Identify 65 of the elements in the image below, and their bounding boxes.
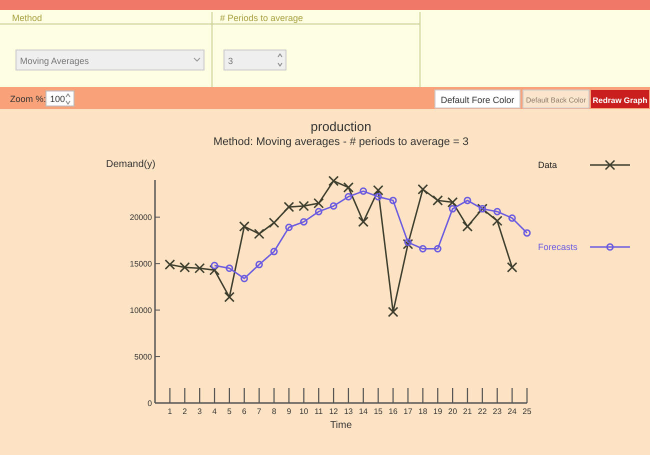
legend-label: Forecasts — [538, 242, 578, 252]
x-tick-label: 8 — [272, 407, 277, 416]
x-tick-label: 2 — [182, 407, 188, 416]
x-tick-label: 5 — [227, 407, 232, 416]
point — [255, 260, 263, 268]
text: Data — [538, 160, 558, 170]
x-tick-label: 21 — [463, 407, 472, 416]
point — [240, 274, 248, 282]
point — [374, 192, 382, 200]
point — [419, 245, 427, 253]
chart-title: production — [310, 119, 372, 134]
x-tick-label: 10 — [299, 407, 309, 416]
y-tick-label: 15000 — [130, 260, 153, 269]
periods-spinbox: 3 — [224, 50, 286, 70]
point — [523, 229, 531, 237]
x-tick-label: 20 — [448, 407, 458, 416]
button: Redraw Graph — [591, 90, 649, 108]
y-tick-label: 10000 — [130, 306, 153, 316]
x-tick-label: 7 — [256, 407, 262, 416]
point — [330, 202, 338, 210]
button: Default Fore Color — [434, 90, 520, 108]
y-tick-label: 0 — [148, 399, 153, 408]
x-tick-label: 17 — [404, 407, 413, 416]
point — [314, 208, 322, 216]
y-tick-label: 5000 — [134, 352, 153, 362]
x-tick-label: 16 — [388, 407, 398, 416]
point — [360, 187, 368, 195]
point — [210, 262, 218, 270]
zoom-spinbox: 100 — [46, 90, 74, 106]
point — [285, 224, 293, 232]
x-tick-label: 12 — [329, 407, 339, 416]
chart-subtitle: Method: Moving averages - # periods to average = 3 — [213, 136, 469, 148]
text: # Periods to average — [220, 13, 304, 23]
point — [508, 214, 516, 222]
x-tick-label: 1 — [168, 407, 173, 416]
x-tick-label: 24 — [508, 407, 518, 416]
x-tick-label: 23 — [492, 407, 502, 416]
y-tick-label: 20000 — [130, 213, 153, 222]
x-tick-label: 11 — [314, 407, 324, 416]
point — [448, 205, 456, 213]
x-tick-label: 18 — [418, 407, 428, 416]
x-tick-label: 6 — [242, 407, 248, 416]
point — [404, 238, 412, 246]
x-axis-title: Time — [330, 420, 352, 431]
x-tick-label: 22 — [478, 407, 488, 416]
x-tick-label: 19 — [433, 407, 443, 416]
point — [389, 196, 397, 204]
point — [493, 208, 501, 216]
point — [270, 248, 278, 256]
text: Method — [12, 13, 42, 23]
x-tick-label: 13 — [344, 407, 354, 416]
y-axis-title: Demand(y) — [106, 159, 156, 170]
point — [344, 192, 352, 200]
method-dropdown: Moving Averages — [16, 50, 204, 70]
x-tick-label: 15 — [374, 407, 384, 416]
x-tick-label: 4 — [212, 407, 218, 416]
x-tick-label: 9 — [286, 407, 292, 416]
point — [300, 218, 308, 226]
x-tick-label: 14 — [358, 407, 368, 416]
point — [226, 264, 234, 272]
point — [464, 196, 472, 204]
x-tick-label: 3 — [197, 407, 202, 416]
x-tick-label: 25 — [522, 407, 532, 416]
text: Zoom %: — [10, 94, 46, 104]
point — [434, 245, 442, 253]
